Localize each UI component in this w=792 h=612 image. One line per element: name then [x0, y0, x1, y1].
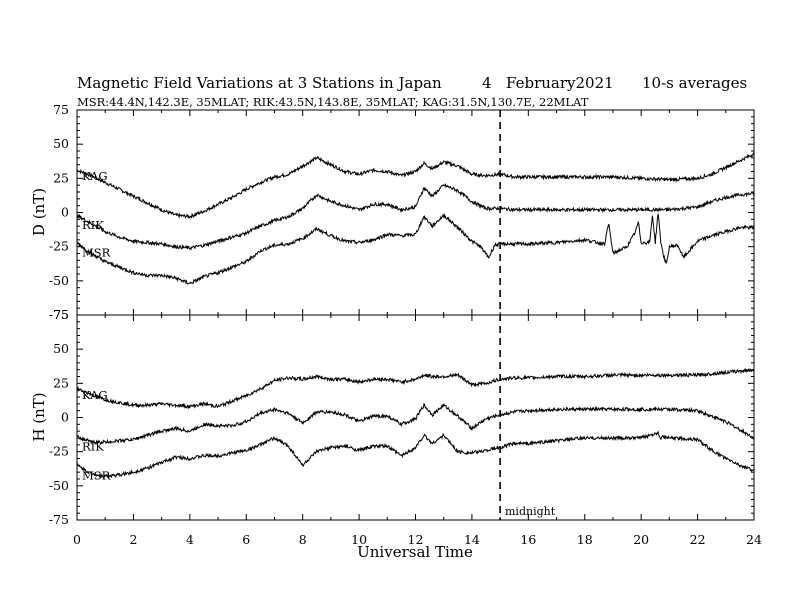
x-tick-label: 16 [520, 532, 536, 547]
d-panel-y-tick-label: 25 [53, 170, 69, 185]
h-panel-y-tick-label: 50 [53, 341, 69, 356]
d-panel-series-label-kag: KAG [82, 169, 108, 183]
h-panel-series-label-msr: MSR [82, 468, 111, 482]
x-tick-label: 18 [577, 532, 593, 547]
chart-title-averaging: 10-s averages [642, 74, 747, 92]
d-panel-series-label-msr: MSR [82, 246, 111, 260]
x-tick-label: 2 [129, 532, 137, 547]
x-tick-label: 12 [408, 532, 424, 547]
h-panel-series-kag [76, 367, 755, 410]
x-tick-label: 24 [746, 532, 762, 547]
h-panel-series-rik [76, 402, 755, 445]
midnight-annotation-label: midnight [505, 505, 556, 518]
plot-area: 75 50 25 0 -25 -50 -75 KAG RIK MSR 75 50 25 0 -25 -50 -7… [49, 102, 762, 547]
h-panel-y-axis-label: H (nT) [30, 392, 48, 441]
h-panel-y-tick-label: 75 [53, 307, 69, 322]
h-panel-series-label-rik: RIK [82, 440, 104, 454]
d-panel-y-axis-label: D (nT) [30, 188, 48, 236]
h-panel-y-tick-label: 0 [61, 410, 69, 425]
chart-title-day: 4 [482, 74, 492, 92]
h-panel-y-tick-label: -25 [49, 444, 69, 459]
h-panel-series-msr [76, 430, 755, 479]
d-panel-series-msr [76, 212, 755, 285]
x-tick-label: 20 [633, 532, 649, 547]
x-tick-label: 10 [351, 532, 367, 547]
d-panel-y-tick-label: -75 [49, 307, 69, 322]
h-panel-y-tick-label: 25 [53, 375, 69, 390]
d-panel-y-tick-label: -25 [49, 239, 69, 254]
x-tick-label: 14 [464, 532, 480, 547]
d-panel-frame [76, 109, 755, 316]
x-tick-label: 4 [186, 532, 194, 547]
d-panel-y-tick-label: 0 [61, 205, 69, 220]
d-panel-series-rik [76, 183, 755, 251]
x-tick-label: 0 [73, 532, 81, 547]
x-tick-label: 6 [242, 532, 250, 547]
h-panel-y-tick-label: -75 [49, 512, 69, 527]
x-tick-label: 22 [690, 532, 706, 547]
h-panel-series-label-kag: KAG [82, 388, 108, 402]
x-axis-label: Universal Time [357, 543, 473, 561]
d-panel-y-tick-label: 50 [53, 136, 69, 151]
h-panel-y-tick-label: -50 [49, 478, 69, 493]
chart-title-date: February2021 [506, 74, 614, 92]
d-panel-y-tick-label: 75 [53, 102, 69, 117]
x-tick-label: 8 [299, 532, 307, 547]
chart-title: Magnetic Field Variations at 3 Stations … [77, 74, 442, 92]
d-panel-series-kag [77, 152, 755, 220]
d-panel-y-tick-label: -50 [49, 273, 69, 288]
d-panel-series-label-rik: RIK [82, 218, 104, 232]
chart-subtitle: MSR:44.4N,142.3E, 35MLAT; RIK:43.5N,143.… [77, 95, 589, 109]
